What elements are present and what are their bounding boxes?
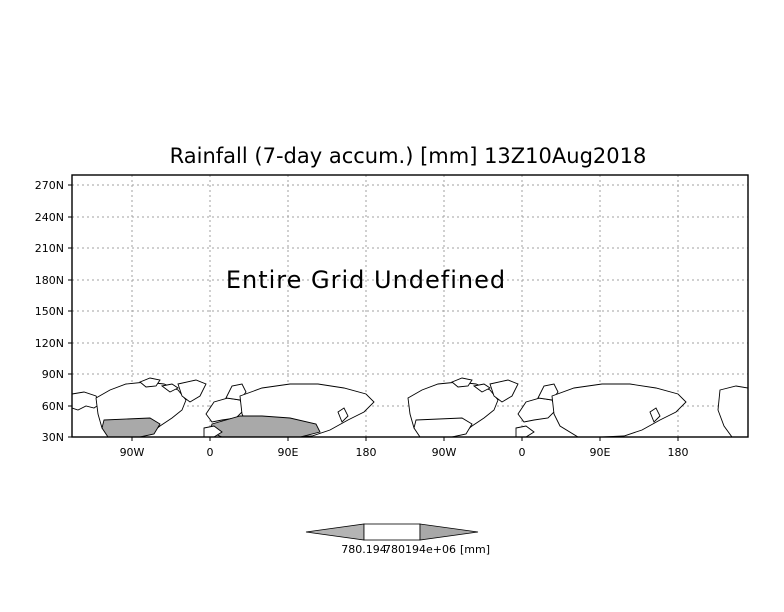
lat-tick-label: 30N — [42, 431, 64, 444]
undefined-grid-message: Entire Grid Undefined — [226, 266, 506, 294]
lat-tick-label: 210N — [35, 242, 64, 255]
map-frame — [71, 174, 749, 438]
lat-tick-label: 180N — [35, 274, 64, 287]
lon-tick-label: 90E — [278, 446, 299, 459]
lon-tick-label: 180 — [668, 446, 689, 459]
longitude-axis: 90W 0 90E 180 90W 0 90E 180 — [120, 437, 689, 459]
continent-outlines-east — [407, 377, 749, 438]
colorbar-label-left: 780.194 — [341, 543, 387, 556]
map-gridlines — [72, 175, 748, 437]
usa-shaded-region — [101, 417, 161, 438]
greenland-landmass — [177, 379, 207, 403]
lat-tick-label: 240N — [35, 211, 64, 224]
colorbar-units: [mm] — [460, 543, 490, 556]
lat-tick-label: 90N — [42, 368, 64, 381]
continent-outlines-west — [71, 377, 375, 438]
lon-tick-label: 90E — [590, 446, 611, 459]
lon-tick-label: 90W — [120, 446, 145, 459]
latitude-axis: 270N 240N 210N 180N 150N 120N 90N 60N 30… — [35, 179, 72, 444]
lat-tick-label: 270N — [35, 179, 64, 192]
colorbar-label-right: 780194e+06 — [384, 543, 456, 556]
colorbar-middle-box — [363, 523, 421, 541]
lon-tick-label: 90W — [432, 446, 457, 459]
colorbar: 780.194 780194e+06 [mm] — [305, 523, 490, 556]
lon-tick-label: 0 — [519, 446, 526, 459]
map-title: Rainfall (7-day accum.) [mm] 13Z10Aug201… — [170, 144, 647, 168]
lat-tick-label: 150N — [35, 305, 64, 318]
lat-tick-label: 60N — [42, 400, 64, 413]
colorbar-left-triangle — [305, 523, 365, 541]
colorbar-right-triangle — [419, 523, 479, 541]
lon-tick-label: 180 — [356, 446, 377, 459]
lat-tick-label: 120N — [35, 337, 64, 350]
lon-tick-label: 0 — [207, 446, 214, 459]
